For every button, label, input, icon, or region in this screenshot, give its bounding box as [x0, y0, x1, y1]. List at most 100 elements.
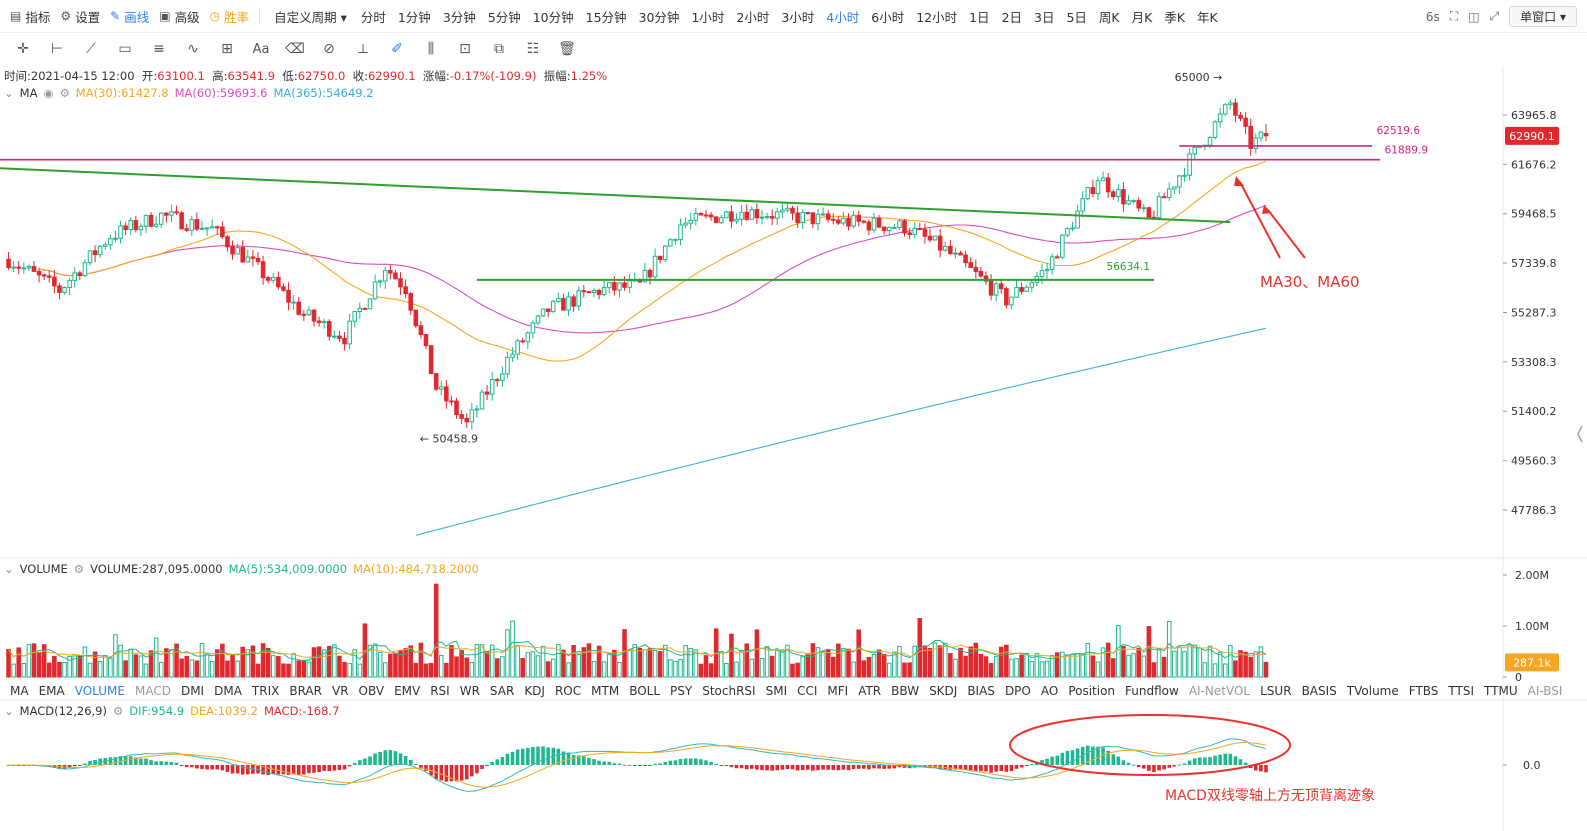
period-9[interactable]: 3小时 — [781, 9, 815, 25]
indicator-tab-18[interactable]: PSY — [670, 684, 693, 698]
indicator-tab-5[interactable]: DMA — [214, 684, 242, 698]
eye-icon[interactable]: ◉ — [43, 86, 54, 100]
measure-icon[interactable]: ⊞ — [221, 41, 233, 57]
indicator-tab-20[interactable]: SMI — [765, 684, 788, 698]
indicator-tab-11[interactable]: RSI — [430, 684, 450, 698]
period-4[interactable]: 10分钟 — [532, 9, 574, 25]
winrate-button[interactable]: ◷ 胜率 — [209, 9, 250, 25]
period-1[interactable]: 1分钟 — [397, 9, 431, 25]
indicator-tab-1[interactable]: EMA — [38, 684, 65, 698]
period-13[interactable]: 1日 — [969, 9, 990, 25]
indicator-tab-35[interactable]: FTBS — [1408, 684, 1439, 698]
gear-icon[interactable]: ⚙ — [73, 562, 85, 576]
period-2[interactable]: 3分钟 — [442, 9, 476, 25]
indicator-tab-2[interactable]: VOLUME — [74, 684, 125, 698]
indicator-tab-9[interactable]: OBV — [358, 684, 385, 698]
indicator-tab-27[interactable]: DPO — [1004, 684, 1031, 698]
indicator-tab-14[interactable]: KDJ — [524, 684, 545, 698]
indicator-tab-29[interactable]: Position — [1068, 684, 1116, 698]
period-15[interactable]: 3日 — [1034, 9, 1055, 25]
settings-button[interactable]: ⚙ 设置 — [60, 9, 101, 25]
indicator-tab-21[interactable]: CCI — [797, 684, 818, 698]
indicator-tab-6[interactable]: TRIX — [251, 684, 280, 698]
horizontal-segment-icon[interactable]: ⊢ — [50, 41, 64, 57]
refresh-interval[interactable]: 6s — [1425, 9, 1440, 24]
indicator-tab-12[interactable]: WR — [459, 684, 480, 698]
text-icon[interactable]: Aa — [252, 41, 270, 57]
indicator-tab-22[interactable]: MFI — [827, 684, 849, 698]
macd-histogram-bar — [1182, 763, 1187, 765]
indicator-tab-32[interactable]: LSUR — [1260, 684, 1292, 698]
period-3[interactable]: 5分钟 — [487, 9, 521, 25]
template-icon[interactable]: ☷ — [526, 41, 540, 57]
indicator-tab-8[interactable]: VR — [331, 684, 349, 698]
period-8[interactable]: 2小时 — [736, 9, 770, 25]
period-17[interactable]: 周K — [1098, 9, 1120, 25]
wave-icon[interactable]: ∿ — [187, 41, 199, 57]
indicator-tab-10[interactable]: EMV — [394, 684, 421, 698]
parallel-lines-icon[interactable]: ≡ — [153, 41, 165, 57]
indicator-tab-33[interactable]: BASIS — [1301, 684, 1337, 698]
period-10[interactable]: 4小时 — [826, 9, 860, 25]
period-12[interactable]: 12小时 — [916, 9, 958, 25]
trash-icon[interactable]: 🗑 — [558, 41, 576, 57]
eraser-icon[interactable]: ⌫ — [285, 41, 305, 57]
custom-period-dropdown[interactable]: 自定义周期 ▾ — [274, 9, 347, 25]
candle-style-icon[interactable]: ⫼ — [427, 41, 435, 57]
indicator-tab-4[interactable]: DMI — [180, 684, 205, 698]
indicator-tab-19[interactable]: StochRSI — [702, 684, 756, 698]
period-7[interactable]: 1小时 — [691, 9, 725, 25]
period-11[interactable]: 6小时 — [871, 9, 905, 25]
period-6[interactable]: 30分钟 — [638, 9, 680, 25]
draw-button[interactable]: ✎ 画线 — [110, 9, 150, 25]
indicator-tab-28[interactable]: AO — [1040, 684, 1059, 698]
period-0[interactable]: 分时 — [360, 9, 386, 25]
indicator-tab-34[interactable]: TVolume — [1346, 684, 1399, 698]
period-18[interactable]: 月K — [1131, 9, 1153, 25]
indicator-tab-38[interactable]: AI-BSI — [1527, 684, 1563, 698]
fullscreen-icon[interactable]: ⛶ — [1449, 9, 1459, 23]
period-16[interactable]: 5日 — [1066, 9, 1087, 25]
indicator-tab-7[interactable]: BRAR — [289, 684, 322, 698]
volume-bar — [963, 655, 968, 678]
copy-icon[interactable]: ⧉ — [494, 41, 504, 57]
period-19[interactable]: 季K — [1164, 9, 1186, 25]
collapse-icon[interactable]: ⌄ — [4, 86, 14, 100]
indicator-tab-15[interactable]: ROC — [554, 684, 582, 698]
draw-mode-icon[interactable]: ✐ — [391, 41, 403, 57]
indicator-tab-16[interactable]: MTM — [591, 684, 620, 698]
collapse-icon[interactable]: ⌄ — [4, 562, 14, 576]
indicator-tab-17[interactable]: BOLL — [629, 684, 661, 698]
indicator-tab-0[interactable]: MA — [10, 684, 29, 698]
lock-icon[interactable]: ⊡ — [459, 41, 471, 57]
period-5[interactable]: 15分钟 — [585, 9, 627, 25]
gear-icon[interactable]: ⚙ — [112, 704, 124, 718]
rectangle-icon[interactable]: ▭ — [118, 41, 132, 57]
crosshair-icon[interactable]: ✛ — [17, 41, 29, 57]
indicator-tab-23[interactable]: ATR — [858, 684, 882, 698]
magnet-icon[interactable]: ⊘ — [323, 41, 335, 57]
volume-bar — [912, 645, 917, 678]
gear-icon[interactable]: ⚙ — [59, 86, 70, 100]
candle-body — [917, 227, 923, 230]
expand-icon[interactable]: ⤢ — [1489, 9, 1500, 23]
indicator-tab-3[interactable]: MACD — [134, 684, 171, 698]
trend-line-icon[interactable]: ⟋ — [86, 41, 96, 57]
indicators-button[interactable]: ▤ 指标 — [10, 9, 51, 25]
indicator-tab-31[interactable]: AI-NetVOL — [1188, 684, 1251, 698]
camera-icon[interactable]: ◫ — [1468, 9, 1480, 24]
indicator-tab-26[interactable]: BIAS — [967, 684, 995, 698]
advanced-button[interactable]: ▣ 高级 — [159, 9, 200, 25]
indicator-tab-37[interactable]: TTMU — [1484, 684, 1518, 698]
collapse-icon[interactable]: ⌄ — [4, 704, 14, 718]
indicator-tab-36[interactable]: TTSI — [1448, 684, 1475, 698]
indicator-tab-30[interactable]: Fundflow — [1125, 684, 1179, 698]
indicator-tab-24[interactable]: BBW — [891, 684, 920, 698]
window-mode-dropdown[interactable]: 单窗口 ▾ — [1509, 6, 1577, 27]
period-14[interactable]: 2日 — [1001, 9, 1023, 25]
indicator-tab-25[interactable]: SKDJ — [929, 684, 958, 698]
indicator-tab-13[interactable]: SAR — [489, 684, 515, 698]
ruler-icon[interactable]: ⟂ — [358, 41, 368, 57]
period-20[interactable]: 年K — [1197, 9, 1218, 25]
